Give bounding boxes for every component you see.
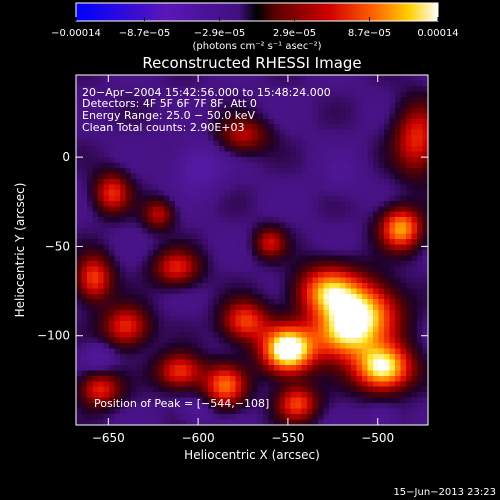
colorbar-ticks: −0.00014 −8.7e−05 −2.9e−05 2.9e−05 8.7e−05 0.… xyxy=(51,17,459,39)
timestamp: 15−Jun−2013 23:23 xyxy=(393,487,496,498)
x-axis-label: Heliocentric X (arcsec) xyxy=(184,448,320,462)
colorbar xyxy=(75,2,439,22)
colorbar-tick-label: 0.00014 xyxy=(417,28,458,39)
y-tick-label: −50 xyxy=(45,239,70,253)
info-line-detectors: Detectors: 4F 5F 6F 7F 8F, Att 0 xyxy=(82,97,257,110)
colorbar-tick-label: −0.00014 xyxy=(51,28,101,39)
x-tick-label: −500 xyxy=(361,431,394,445)
peak-position-label: Position of Peak = [−544,−108] xyxy=(94,397,269,410)
heatmap-image xyxy=(76,75,428,425)
info-line-energy: Energy Range: 25.0 − 50.0 keV xyxy=(82,109,256,122)
colorbar-unit-label: (photons cm⁻² s⁻¹ asec⁻²) xyxy=(192,41,321,52)
info-line-time: 20−Apr−2004 15:42:56.000 to 15:48:24.000 xyxy=(82,86,331,99)
colorbar-tick-label: 2.9e−05 xyxy=(273,28,316,39)
chart-title: Reconstructed RHESSI Image xyxy=(142,54,361,72)
y-tick-label: 0 xyxy=(62,150,70,164)
colorbar-tick-label: −8.7e−05 xyxy=(119,28,171,39)
plot-frame xyxy=(75,74,429,426)
x-tick-label: −550 xyxy=(271,431,304,445)
info-line-counts: Clean Total counts: 2.90E+03 xyxy=(82,121,245,134)
y-tick-label: −100 xyxy=(37,329,70,343)
colorbar-tick-label: 8.7e−05 xyxy=(348,28,391,39)
axis-ticks: −650 −600 −550 −500 0 −50 −100 xyxy=(37,75,428,445)
colorbar-tick-label: −2.9e−05 xyxy=(194,28,246,39)
x-tick-label: −650 xyxy=(92,431,125,445)
x-tick-label: −600 xyxy=(182,431,215,445)
y-axis-label: Heliocentric Y (arcsec) xyxy=(13,183,27,318)
